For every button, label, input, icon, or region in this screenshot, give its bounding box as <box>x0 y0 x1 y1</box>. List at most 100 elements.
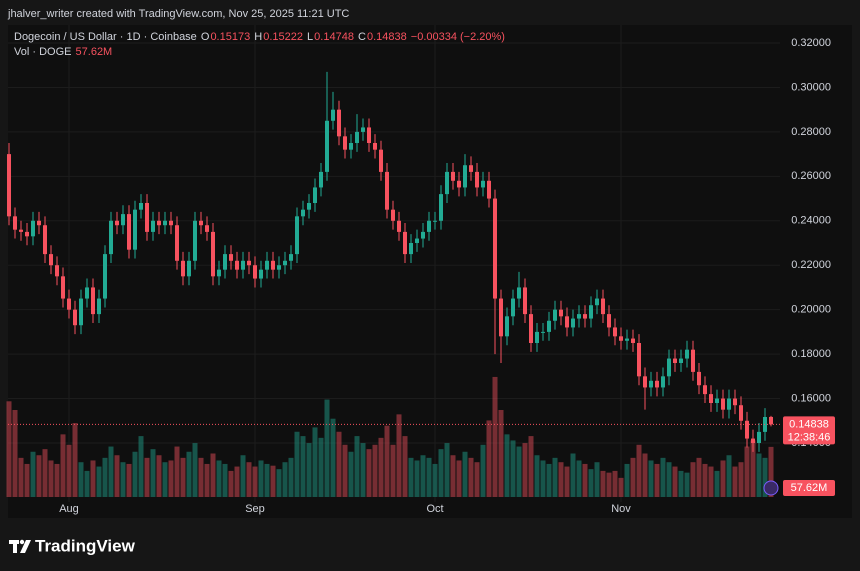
candle-body <box>457 180 461 188</box>
volume-bar <box>450 455 456 497</box>
symbol-title: Dogecoin / US Dollar · 1D · Coinbase <box>14 31 197 43</box>
volume-bar <box>762 457 768 497</box>
candle-body <box>259 269 263 279</box>
candle-body <box>253 265 257 279</box>
candle-body <box>67 298 71 310</box>
volume-bar <box>66 444 72 497</box>
candle-body <box>739 405 743 421</box>
volume-bar <box>534 455 540 497</box>
candle-body <box>361 127 365 132</box>
candle-body <box>367 127 371 143</box>
volume-bar <box>366 449 372 497</box>
volume-bar <box>684 472 690 497</box>
volume-bar <box>558 462 564 497</box>
candle-body <box>139 203 143 210</box>
volume-bar <box>144 457 150 497</box>
candle-body <box>37 220 41 226</box>
volume-bar <box>54 463 60 497</box>
volume-bar <box>186 451 192 497</box>
legend-line: Dogecoin / US Dollar · 1D · Coinbase O0.… <box>14 31 506 43</box>
volume-bar <box>42 449 48 497</box>
candle-body <box>505 316 509 337</box>
volume-bar <box>498 410 504 497</box>
candle-body <box>31 220 35 237</box>
candle-body <box>289 254 293 261</box>
candle-body <box>439 194 443 221</box>
volume-bar <box>48 460 54 497</box>
volume-bar <box>96 466 102 497</box>
volume-bar <box>234 466 240 497</box>
chart-pane <box>8 25 852 518</box>
volume-bar <box>420 455 426 497</box>
volume-bar <box>678 470 684 497</box>
candle-body <box>709 394 713 403</box>
volume-bar <box>126 463 132 497</box>
candle-body <box>157 220 161 226</box>
candle-body <box>751 438 755 443</box>
volume-bar <box>114 455 120 497</box>
volume-bar <box>378 437 384 497</box>
footer-logo: TradingView <box>35 536 136 555</box>
volume-bar <box>570 453 576 497</box>
volume-bar <box>690 462 696 497</box>
volume-bar <box>492 376 498 497</box>
volume-bar <box>246 462 252 497</box>
volume-bar <box>312 427 318 497</box>
volume-bar <box>30 451 36 497</box>
ohlc-value: 0.15222 <box>263 31 303 43</box>
volume-bar <box>72 423 78 497</box>
volume-bar <box>618 477 624 497</box>
x-tick-label: Sep <box>245 503 265 515</box>
candle-body <box>193 220 197 261</box>
candle-body <box>265 260 269 270</box>
volume-bar <box>564 466 570 497</box>
volume-bar <box>660 457 666 497</box>
ohlc-key: L <box>307 31 314 43</box>
volume-bar <box>276 469 282 497</box>
volume-bar <box>120 462 126 497</box>
candle-body <box>481 180 485 188</box>
volume-bar <box>624 463 630 497</box>
y-tick-label: 0.16000 <box>791 392 831 404</box>
y-tick-label: 0.32000 <box>791 37 831 49</box>
ohlc-value: 0.14748 <box>314 31 354 43</box>
volume-bar <box>150 449 156 497</box>
y-tick-label: 0.18000 <box>791 348 831 360</box>
candle-body <box>649 380 653 388</box>
volume-bar <box>708 466 714 497</box>
x-tick-label: Oct <box>426 503 443 515</box>
volume-bar <box>510 440 516 497</box>
volume-bar <box>666 462 672 497</box>
candle-body <box>385 171 389 210</box>
candle-body <box>637 343 641 377</box>
volume-bar <box>630 457 636 497</box>
volume-bar <box>12 410 18 497</box>
candle-body <box>145 203 149 232</box>
candle-body <box>43 225 47 255</box>
credit: jhalver_writer created with TradingView.… <box>7 8 349 20</box>
candle-body <box>529 314 533 343</box>
volume-bar <box>282 462 288 497</box>
candle-body <box>493 198 497 299</box>
ohlc-key: H <box>254 31 263 43</box>
candle-body <box>115 220 119 226</box>
volume-bar <box>342 444 348 497</box>
volume-bar <box>726 455 732 497</box>
candle-body <box>757 431 761 443</box>
candle-body <box>295 216 299 255</box>
candle-body <box>721 398 725 410</box>
ohlc-key: C <box>358 31 366 43</box>
candle-body <box>247 260 251 266</box>
candle-body <box>373 143 377 150</box>
candle-body <box>595 298 599 306</box>
candle-body <box>73 309 77 326</box>
candle-body <box>97 298 101 315</box>
candle-body <box>667 358 671 377</box>
candle-body <box>151 220 155 232</box>
y-tick-label: 0.22000 <box>791 259 831 271</box>
volume-bar <box>588 469 594 497</box>
volume-bar <box>168 460 174 497</box>
y-tick-label: 0.30000 <box>791 81 831 93</box>
candle-body <box>169 220 173 226</box>
